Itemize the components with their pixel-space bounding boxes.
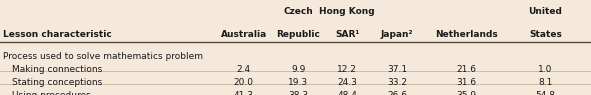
Text: 9.9: 9.9 bbox=[291, 65, 306, 74]
Text: 41.3: 41.3 bbox=[234, 91, 254, 95]
Text: 31.6: 31.6 bbox=[456, 78, 476, 87]
Text: Czech: Czech bbox=[283, 7, 313, 16]
Text: 54.8: 54.8 bbox=[535, 91, 556, 95]
Text: 24.3: 24.3 bbox=[337, 78, 357, 87]
Text: Using procedures: Using procedures bbox=[12, 91, 90, 95]
Text: Lesson characteristic: Lesson characteristic bbox=[3, 30, 112, 39]
Text: 37.1: 37.1 bbox=[387, 65, 407, 74]
Text: 1.0: 1.0 bbox=[538, 65, 553, 74]
Text: 26.6: 26.6 bbox=[387, 91, 407, 95]
Text: Hong Kong: Hong Kong bbox=[319, 7, 375, 16]
Text: Australia: Australia bbox=[220, 30, 267, 39]
Text: Netherlands: Netherlands bbox=[435, 30, 498, 39]
Text: 35.9: 35.9 bbox=[456, 91, 476, 95]
Text: 12.2: 12.2 bbox=[337, 65, 357, 74]
Text: Making connections: Making connections bbox=[12, 65, 102, 74]
Text: Republic: Republic bbox=[276, 30, 320, 39]
Text: 33.2: 33.2 bbox=[387, 78, 407, 87]
Text: 2.4: 2.4 bbox=[237, 65, 251, 74]
Text: 21.6: 21.6 bbox=[456, 65, 476, 74]
Text: Process used to solve mathematics problem: Process used to solve mathematics proble… bbox=[3, 52, 203, 61]
Text: Japan²: Japan² bbox=[381, 30, 413, 39]
Text: 20.0: 20.0 bbox=[234, 78, 254, 87]
Text: Stating conceptions: Stating conceptions bbox=[12, 78, 102, 87]
Text: SAR¹: SAR¹ bbox=[335, 30, 359, 39]
Text: 48.4: 48.4 bbox=[337, 91, 357, 95]
Text: United: United bbox=[528, 7, 563, 16]
Text: 8.1: 8.1 bbox=[538, 78, 553, 87]
Text: 19.3: 19.3 bbox=[288, 78, 309, 87]
Text: States: States bbox=[529, 30, 562, 39]
Text: 38.3: 38.3 bbox=[288, 91, 309, 95]
